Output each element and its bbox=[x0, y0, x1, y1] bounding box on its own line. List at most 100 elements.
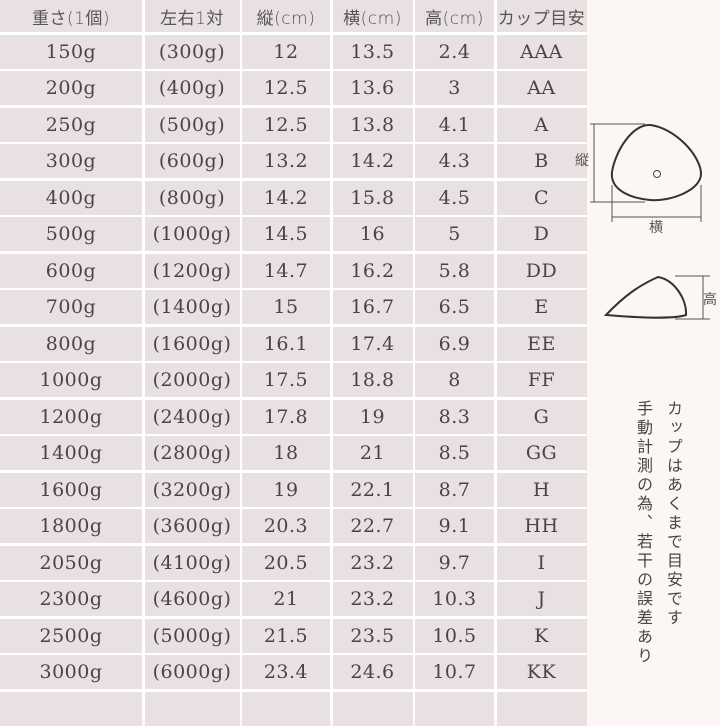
cell-height: 9.7 bbox=[415, 545, 494, 580]
cell-width: 23.5 bbox=[332, 618, 413, 653]
cell-height: 8.7 bbox=[415, 472, 494, 507]
cell-length: 20.5 bbox=[242, 545, 330, 580]
cell-weight: 3000g bbox=[0, 655, 142, 689]
cell-pair-weight bbox=[144, 691, 240, 726]
cell-pair-weight: (6000g) bbox=[144, 655, 240, 689]
cell-cup: D bbox=[496, 217, 587, 251]
cell-cup: E bbox=[496, 290, 587, 324]
cell-length: 14.7 bbox=[242, 253, 330, 288]
cell-weight: 1800g bbox=[0, 509, 142, 543]
cell-height bbox=[415, 691, 494, 726]
cell-cup: A bbox=[496, 107, 587, 142]
cell-height: 4.5 bbox=[415, 180, 494, 215]
cell-pair-weight: (500g) bbox=[144, 107, 240, 142]
cell-pair-weight: (3600g) bbox=[144, 509, 240, 543]
cell-pair-weight: (400g) bbox=[144, 71, 240, 105]
cell-weight: 2300g bbox=[0, 582, 142, 616]
side-shape bbox=[603, 275, 688, 319]
cell-width: 16.2 bbox=[332, 253, 413, 288]
cell-length: 21.5 bbox=[242, 618, 330, 653]
cell-length: 17.8 bbox=[242, 399, 330, 434]
cell-cup bbox=[496, 691, 587, 726]
cell-pair-weight: (3200g) bbox=[144, 472, 240, 507]
cell-width: 21 bbox=[332, 436, 413, 470]
cell-cup: KK bbox=[496, 655, 587, 689]
cell-weight: 150g bbox=[0, 34, 142, 69]
cell-cup: G bbox=[496, 399, 587, 434]
cell-pair-weight: (1200g) bbox=[144, 253, 240, 288]
cell-weight: 400g bbox=[0, 180, 142, 215]
cell-width: 14.2 bbox=[332, 144, 413, 178]
cell-length: 15 bbox=[242, 290, 330, 324]
size-table: 重さ(1個) 左右1対 縦(cm) 横(cm) 高(cm) カップ目安 150g (300g)… bbox=[0, 0, 587, 726]
cell-width: 24.6 bbox=[332, 655, 413, 689]
cell-weight: 1200g bbox=[0, 399, 142, 434]
cell-length: 12.5 bbox=[242, 107, 330, 142]
front-shape bbox=[610, 123, 703, 202]
cell-pair-weight: (1600g) bbox=[144, 326, 240, 361]
cell-length bbox=[242, 691, 330, 726]
cell-cup: C bbox=[496, 180, 587, 215]
cell-pair-weight: (4600g) bbox=[144, 582, 240, 616]
cell-cup: B bbox=[496, 144, 587, 178]
cell-weight: 500g bbox=[0, 217, 142, 251]
cell-height: 6.5 bbox=[415, 290, 494, 324]
cell-weight bbox=[0, 691, 142, 726]
cell-height: 5.8 bbox=[415, 253, 494, 288]
cell-length: 14.2 bbox=[242, 180, 330, 215]
cell-pair-weight: (300g) bbox=[144, 34, 240, 69]
shape-diagram: 縦 横 高 bbox=[575, 123, 717, 320]
cell-pair-weight: (2000g) bbox=[144, 363, 240, 397]
header-width: 横(cm) bbox=[332, 0, 413, 32]
cell-weight: 800g bbox=[0, 326, 142, 361]
cell-cup: K bbox=[496, 618, 587, 653]
cell-weight: 2500g bbox=[0, 618, 142, 653]
cell-cup: AAA bbox=[496, 34, 587, 69]
cell-height: 10.3 bbox=[415, 582, 494, 616]
cell-pair-weight: (1000g) bbox=[144, 217, 240, 251]
cell-pair-weight: (4100g) bbox=[144, 545, 240, 580]
cell-cup: J bbox=[496, 582, 587, 616]
cell-height: 5 bbox=[415, 217, 494, 251]
header-height: 高(cm) bbox=[415, 0, 494, 32]
cell-height: 4.3 bbox=[415, 144, 494, 178]
cell-width: 13.6 bbox=[332, 71, 413, 105]
cell-width: 18.8 bbox=[332, 363, 413, 397]
cell-weight: 1400g bbox=[0, 436, 142, 470]
header-cup: カップ目安 bbox=[496, 0, 587, 32]
cell-pair-weight: (1400g) bbox=[144, 290, 240, 324]
cell-width: 17.4 bbox=[332, 326, 413, 361]
cell-weight: 200g bbox=[0, 71, 142, 105]
cell-height: 10.7 bbox=[415, 655, 494, 689]
cell-length: 21 bbox=[242, 582, 330, 616]
cell-height: 8.3 bbox=[415, 399, 494, 434]
cell-width: 13.8 bbox=[332, 107, 413, 142]
cell-weight: 1000g bbox=[0, 363, 142, 397]
cell-length: 16.1 bbox=[242, 326, 330, 361]
cell-weight: 600g bbox=[0, 253, 142, 288]
cell-pair-weight: (800g) bbox=[144, 180, 240, 215]
cell-width: 16 bbox=[332, 217, 413, 251]
cell-width: 22.7 bbox=[332, 509, 413, 543]
cell-pair-weight: (600g) bbox=[144, 144, 240, 178]
cell-width: 13.5 bbox=[332, 34, 413, 69]
cell-length: 18 bbox=[242, 436, 330, 470]
cell-width: 23.2 bbox=[332, 545, 413, 580]
header-pair-weight: 左右1対 bbox=[144, 0, 240, 32]
cell-weight: 1600g bbox=[0, 472, 142, 507]
cell-cup: H bbox=[496, 472, 587, 507]
cell-cup: FF bbox=[496, 363, 587, 397]
cell-height: 9.1 bbox=[415, 509, 494, 543]
cell-length: 19 bbox=[242, 472, 330, 507]
cell-height: 10.5 bbox=[415, 618, 494, 653]
header-weight: 重さ(1個) bbox=[0, 0, 142, 32]
center-dot bbox=[653, 170, 661, 178]
cell-weight: 700g bbox=[0, 290, 142, 324]
cell-height: 8 bbox=[415, 363, 494, 397]
cell-width: 23.2 bbox=[332, 582, 413, 616]
cell-length: 23.4 bbox=[242, 655, 330, 689]
cell-height: 2.4 bbox=[415, 34, 494, 69]
width-label: 横 bbox=[649, 220, 663, 236]
length-label: 縦 bbox=[575, 153, 589, 169]
header-length: 縦(cm) bbox=[242, 0, 330, 32]
